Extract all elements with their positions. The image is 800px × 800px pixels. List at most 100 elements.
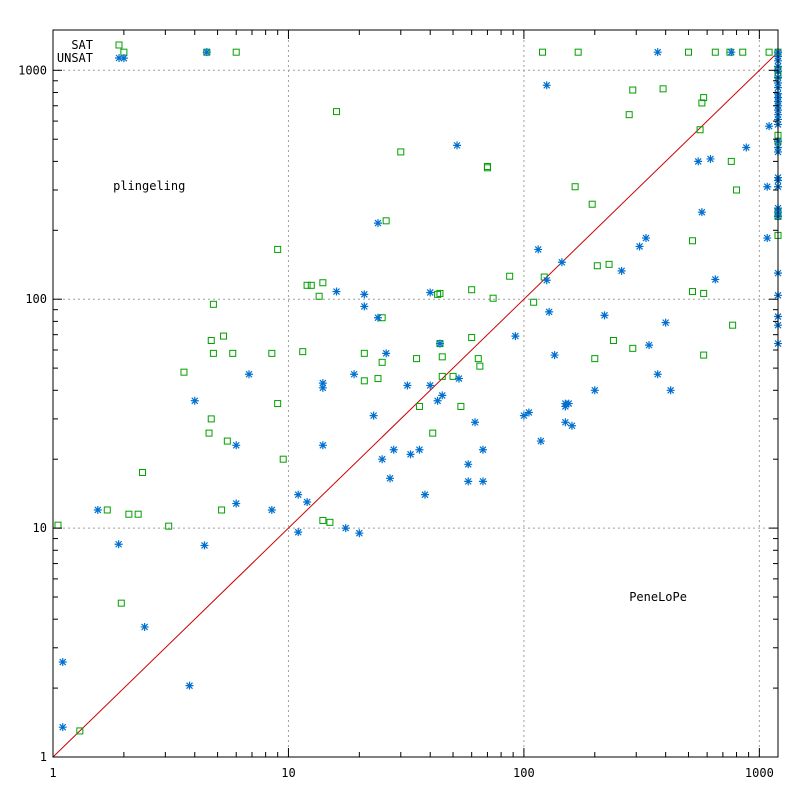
unsat-point — [360, 302, 369, 311]
sat-point — [299, 348, 307, 356]
sat-point — [727, 157, 735, 165]
sat-point — [530, 298, 538, 306]
x-tick-label: 1 — [49, 766, 56, 780]
sat-point — [489, 294, 497, 302]
y-tick-label: 10 — [33, 521, 47, 535]
sat-point — [629, 344, 637, 352]
sat-point — [688, 288, 696, 296]
sat-point — [319, 279, 327, 287]
unsat-point — [373, 219, 382, 228]
sat-point — [117, 599, 125, 607]
unsat-point — [567, 421, 576, 430]
sat-point — [125, 510, 133, 518]
sat-point — [700, 94, 708, 102]
unsat-point — [294, 528, 303, 537]
sat-point — [468, 334, 476, 342]
unsat-point — [600, 311, 609, 320]
sat-point — [134, 510, 142, 518]
sat-point — [378, 358, 386, 366]
unsat-point — [742, 143, 751, 152]
y-tick-label: 1 — [40, 750, 47, 764]
sat-point — [319, 516, 327, 524]
unsat-point — [478, 445, 487, 454]
sat-point — [218, 506, 226, 514]
sat-point — [209, 300, 217, 308]
unsat-point — [232, 441, 241, 450]
sat-point — [307, 281, 315, 289]
unsat-point — [645, 341, 654, 350]
sat-point — [457, 402, 465, 410]
unsat-point — [341, 524, 350, 533]
unsat-point — [550, 351, 559, 360]
sat-point — [429, 429, 437, 437]
legend-unsat-marker — [115, 54, 123, 62]
sat-point — [207, 415, 215, 423]
unsat-point — [373, 313, 382, 322]
unsat-point — [438, 391, 447, 400]
unsat-point — [641, 234, 650, 243]
sat-point — [232, 48, 240, 56]
legend-label: SAT — [71, 38, 93, 52]
unsat-point — [190, 396, 199, 405]
unsat-point — [202, 48, 211, 57]
sat-point — [360, 349, 368, 357]
sat-point — [468, 286, 476, 294]
diagonal-reference-line — [52, 51, 779, 758]
sat-point — [588, 200, 596, 208]
sat-point — [165, 522, 173, 530]
unsat-point — [58, 658, 67, 667]
sat-point — [374, 375, 382, 383]
sat-point — [696, 126, 704, 134]
sat-point — [729, 321, 737, 329]
sat-point — [229, 349, 237, 357]
annotations: plingeling PeneLoPe — [113, 179, 687, 604]
axis-ticks — [52, 30, 778, 758]
unsat-point — [564, 399, 573, 408]
unsat-point — [635, 242, 644, 251]
sat-point — [360, 377, 368, 385]
unsat-point — [694, 157, 703, 166]
sat-point — [684, 48, 692, 56]
plot-frame — [52, 29, 779, 758]
annotation-label: PeneLoPe — [629, 590, 687, 604]
unsat-point — [318, 383, 327, 392]
unsat-point — [763, 182, 772, 191]
sat-point — [571, 183, 579, 191]
unsat-point — [561, 402, 570, 411]
sat-point — [397, 148, 405, 156]
unsat-point — [697, 208, 706, 217]
sat-point — [700, 289, 708, 297]
sat-point — [223, 437, 231, 445]
unsat-point — [727, 48, 736, 57]
unsat-point — [617, 266, 626, 275]
unsat-point — [519, 411, 528, 420]
unsat-point — [114, 540, 123, 549]
sat-point — [438, 372, 446, 380]
sat-point — [274, 245, 282, 253]
sat-point — [139, 468, 147, 476]
sat-point — [268, 349, 276, 357]
unsat-point — [706, 154, 715, 163]
unsat-point — [464, 477, 473, 486]
sat-point — [506, 272, 514, 280]
unsat-point — [369, 411, 378, 420]
sat-point — [609, 337, 617, 345]
sat-point — [436, 289, 444, 297]
unsat-point — [653, 370, 662, 379]
sat-point — [333, 108, 341, 116]
y-tick-label: 100 — [25, 292, 47, 306]
unsat-point — [661, 318, 670, 327]
sat-point — [711, 48, 719, 56]
unsat-point — [318, 379, 327, 388]
sat-point — [209, 349, 217, 357]
sat-point — [539, 48, 547, 56]
unsat-point — [534, 245, 543, 254]
unsat-point — [426, 381, 435, 390]
sat-point — [625, 111, 633, 119]
sat-point — [659, 85, 667, 93]
unsat-point — [332, 287, 341, 296]
sat-point — [700, 351, 708, 359]
unsat-point — [511, 332, 520, 341]
